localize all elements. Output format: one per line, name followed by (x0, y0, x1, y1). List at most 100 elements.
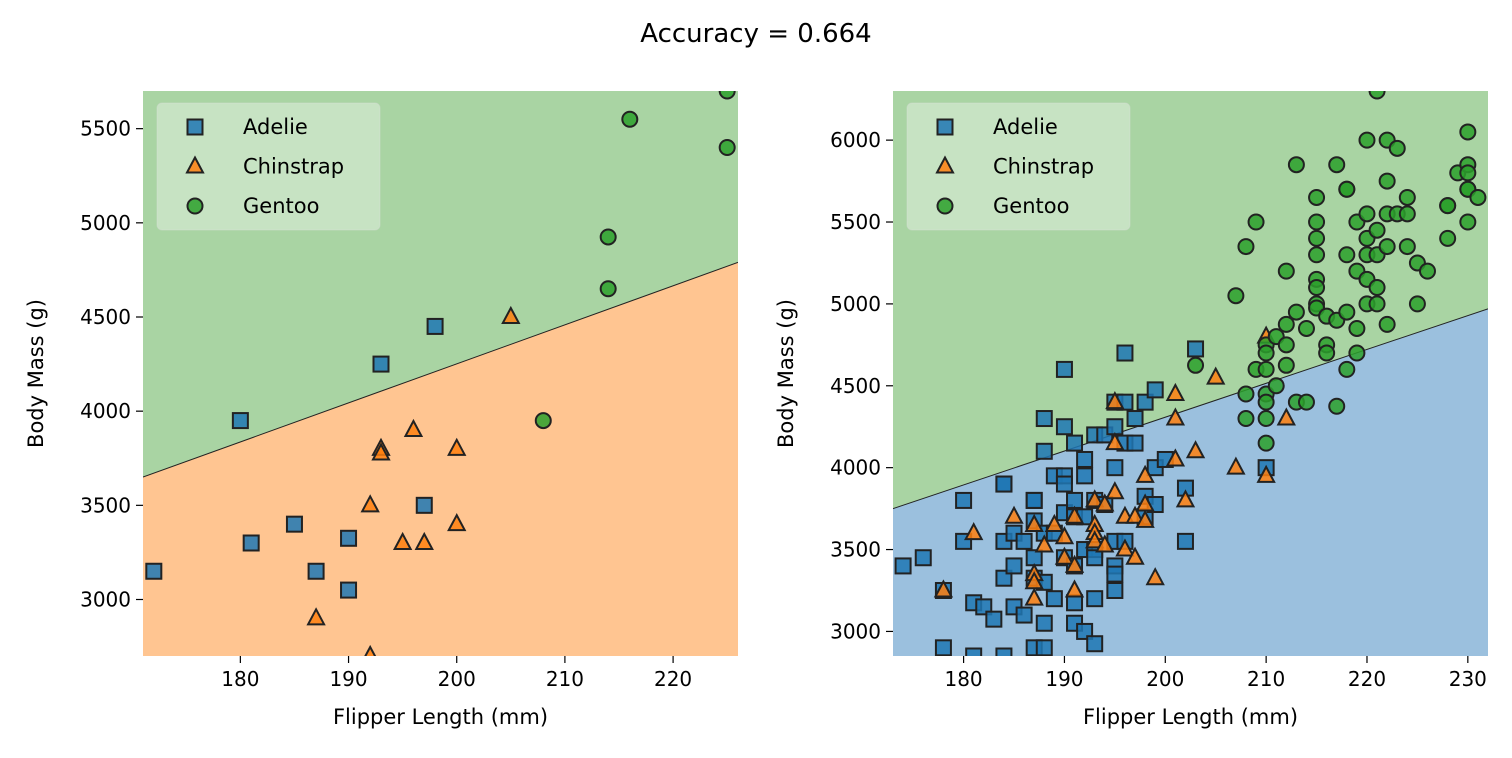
point-adelie (1005, 557, 1023, 575)
point-gentoo (1257, 393, 1275, 411)
x-axis-label: Flipper Length (mm) (1083, 705, 1298, 729)
y-tick-label: 5500 (80, 117, 131, 141)
axes: 180 190 200 210 220 230 3000 3500 4000 4500 5000 55… (774, 128, 1487, 729)
x-tick-label: 190 (1045, 667, 1083, 691)
plot-2: 180 190 200 210 220 230 3000 3500 4000 4500 5000 55… (774, 91, 1488, 729)
point-chinstrap (1095, 493, 1115, 512)
point-adelie (1086, 590, 1104, 608)
point-adelie (894, 557, 912, 575)
point-gentoo (1267, 377, 1285, 395)
x-tick-label: 190 (329, 667, 367, 691)
point-adelie (1066, 594, 1084, 612)
point-gentoo (1257, 410, 1275, 428)
point-chinstrap (1165, 448, 1186, 467)
point-chinstrap (1054, 526, 1075, 545)
point-gentoo (1378, 172, 1396, 190)
point-adelie (1066, 491, 1084, 509)
point-gentoo (1257, 360, 1275, 378)
point-gentoo (1308, 188, 1326, 206)
point-chinstrap (1125, 546, 1145, 565)
series-chinstrap (933, 325, 1296, 606)
point-gentoo (1237, 385, 1255, 403)
legend-label-adelie: Adelie (243, 115, 308, 139)
decision-regions (143, 91, 738, 656)
point-gentoo (1257, 434, 1275, 452)
point-adelie (1015, 606, 1033, 624)
series-chinstrap (306, 305, 521, 656)
y-tick-label: 3000 (830, 619, 881, 643)
point-gentoo (1277, 262, 1295, 280)
region-chinstrap (143, 262, 738, 656)
point-adelie (1106, 581, 1124, 599)
point-chinstrap (1115, 538, 1135, 557)
point-gentoo (1439, 229, 1457, 247)
legend-marker-adelie (186, 118, 204, 136)
point-gentoo (1378, 238, 1396, 256)
x-tick-label: 200 (1146, 667, 1184, 691)
point-chinstrap (1105, 431, 1125, 451)
point-chinstrap (392, 531, 413, 550)
point-gentoo (1237, 410, 1255, 428)
point-gentoo (1308, 246, 1326, 264)
point-chinstrap (1175, 489, 1196, 508)
point-gentoo (1277, 356, 1295, 374)
y-axis-label: Body Mass (g) (774, 299, 798, 448)
point-gentoo (1368, 221, 1386, 239)
y-axis-label: Body Mass (g) (24, 299, 48, 448)
point-chinstrap (933, 579, 954, 598)
x-tick-label: 230 (1449, 667, 1487, 691)
legend-box (156, 102, 381, 231)
y-tick-label: 4500 (830, 374, 881, 398)
point-adelie (1035, 410, 1053, 428)
point-adelie (340, 581, 358, 599)
point-chinstrap (306, 607, 326, 626)
legend-label-gentoo: Gentoo (993, 194, 1069, 218)
y-tick-label: 3500 (80, 493, 131, 517)
point-adelie (1055, 475, 1073, 493)
series-gentoo (534, 91, 736, 430)
decision-boundary-line (893, 308, 1488, 510)
point-gentoo (1459, 123, 1477, 141)
region-gentoo (893, 91, 1488, 509)
point-gentoo (1338, 180, 1356, 198)
y-tick-label: 6000 (830, 128, 881, 152)
point-chinstrap (1024, 513, 1044, 532)
point-adelie (231, 412, 249, 430)
point-chinstrap (1024, 587, 1044, 606)
point-gentoo (1297, 319, 1315, 337)
point-gentoo (1257, 344, 1275, 362)
point-chinstrap (1044, 513, 1065, 532)
point-gentoo (1459, 164, 1477, 182)
point-gentoo (1368, 91, 1386, 100)
point-chinstrap (1085, 489, 1105, 508)
point-gentoo (1277, 336, 1295, 354)
point-adelie (1025, 491, 1043, 509)
point-chinstrap (364, 644, 377, 656)
x-tick-label: 210 (1247, 667, 1285, 691)
point-gentoo (1328, 156, 1346, 174)
point-chinstrap (964, 522, 984, 541)
x-tick-label: 210 (546, 667, 584, 691)
point-adelie (975, 598, 993, 616)
point-chinstrap (1125, 505, 1145, 524)
point-chinstrap (1095, 534, 1115, 553)
y-tick-label: 5000 (830, 292, 881, 316)
decision-boundary-line (143, 261, 738, 478)
point-chinstrap (1135, 509, 1155, 528)
point-adelie (914, 549, 932, 567)
point-chinstrap (1135, 464, 1155, 483)
legend-label-chinstrap: Chinstrap (243, 155, 344, 179)
point-gentoo (1398, 205, 1416, 223)
point-chinstrap (1064, 554, 1085, 573)
point-adelie (1106, 459, 1124, 477)
point-adelie (415, 496, 433, 514)
point-adelie (1187, 340, 1205, 358)
x-tick-label: 200 (438, 667, 476, 691)
x-tick-label: 180 (944, 667, 982, 691)
point-gentoo (1439, 197, 1457, 215)
point-adelie (1106, 565, 1124, 583)
legend-label-chinstrap: Chinstrap (993, 155, 1094, 179)
point-gentoo (1358, 205, 1376, 223)
point-chinstrap (1165, 407, 1186, 426)
point-gentoo (1328, 397, 1346, 415)
